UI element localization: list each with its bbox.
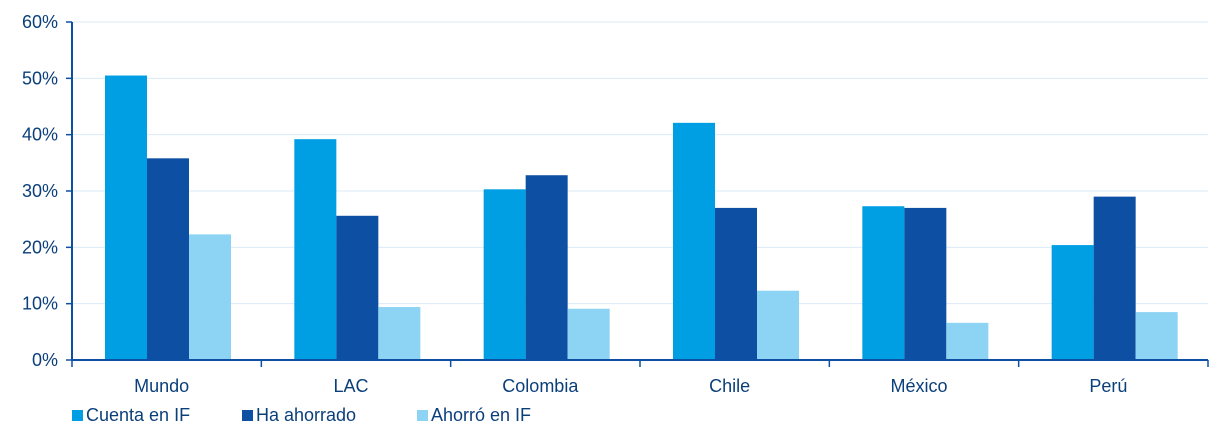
x-category-label: Colombia: [502, 376, 579, 396]
y-tick-label: 50%: [22, 68, 58, 88]
x-category-label: Perú: [1089, 376, 1127, 396]
bar-ha-ahorrado-mundo: [147, 158, 189, 360]
x-category-label: Chile: [709, 376, 750, 396]
x-category-label: Mundo: [134, 376, 189, 396]
grid-lines: [72, 21, 1208, 305]
bar-ahorró-en-if-méxico: [946, 322, 989, 360]
bar-ha-ahorrado-chile: [715, 207, 757, 360]
bar-cuenta-en-if-chile: [673, 122, 715, 360]
y-tick-label: 20%: [22, 237, 58, 257]
bar-ahorró-en-if-lac: [378, 307, 421, 360]
legend: Cuenta en IF Ha ahorrado Ahorró en IF: [72, 405, 531, 425]
bars: [105, 75, 1178, 361]
bar-cuenta-en-if-méxico: [862, 206, 905, 360]
bar-ahorró-en-if-chile: [757, 290, 799, 360]
x-category-label: LAC: [333, 376, 368, 396]
y-tick-label: 30%: [22, 181, 58, 201]
legend-label: Ha ahorrado: [256, 405, 356, 425]
y-tick-label: 0%: [32, 350, 58, 370]
legend-label: Ahorró en IF: [431, 405, 531, 425]
bar-cuenta-en-if-mundo: [105, 75, 147, 361]
y-tick-label: 10%: [22, 294, 58, 314]
x-axis-ticks: Mundo LAC Colombia Chile México Perú: [71, 360, 1209, 396]
bar-cuenta-en-if-lac: [294, 139, 337, 360]
bar-ha-ahorrado-colombia: [525, 175, 568, 360]
bar-cuenta-en-if-colombia: [483, 189, 526, 360]
bar-ahorró-en-if-perú: [1135, 312, 1178, 360]
y-axis-ticks: 0% 10% 20% 30% 40% 50% 60%: [22, 12, 72, 370]
y-tick-label: 60%: [22, 12, 58, 32]
bar-cuenta-en-if-perú: [1051, 245, 1094, 360]
x-category-label: México: [890, 376, 947, 396]
legend-swatch: [417, 410, 428, 421]
legend-swatch: [72, 410, 83, 421]
bar-ha-ahorrado-lac: [336, 215, 379, 360]
y-tick-label: 40%: [22, 125, 58, 145]
bar-ha-ahorrado-perú: [1093, 196, 1136, 360]
bar-ahorró-en-if-mundo: [189, 234, 231, 360]
bar-ha-ahorrado-méxico: [904, 207, 947, 360]
bar-ahorró-en-if-colombia: [567, 308, 610, 360]
legend-swatch: [242, 410, 253, 421]
legend-label: Cuenta en IF: [86, 405, 190, 425]
